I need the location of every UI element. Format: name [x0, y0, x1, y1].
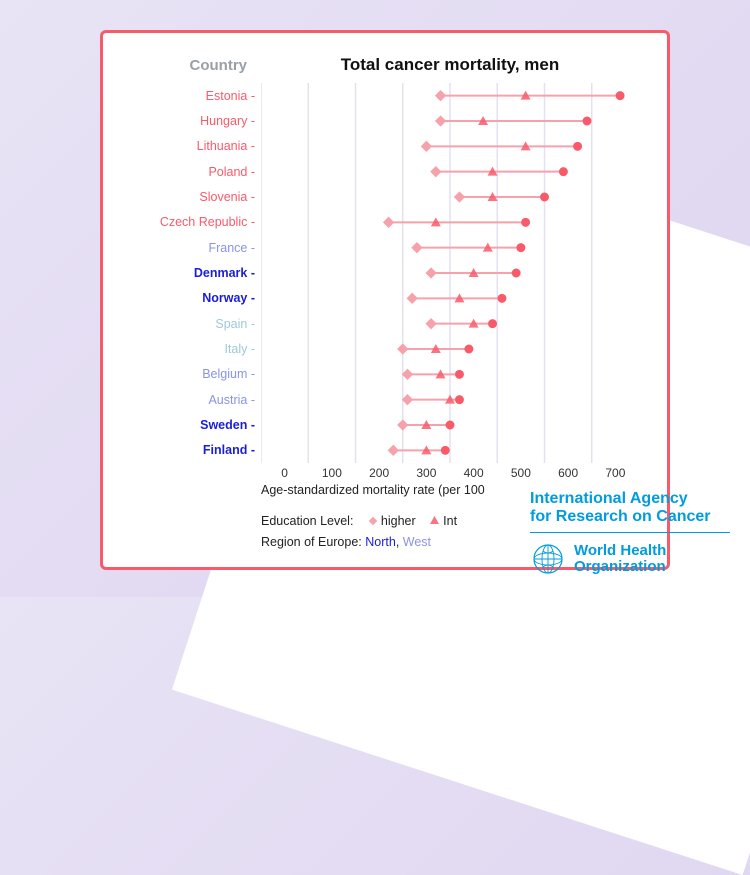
marker-higher: [435, 90, 446, 101]
marker-lower: [488, 319, 497, 328]
x-tick: 200: [356, 466, 403, 480]
marker-higher: [397, 343, 408, 354]
x-tick: 0: [261, 466, 308, 480]
x-tick-labels: 0100200300400500600700: [261, 466, 639, 480]
country-label: Belgium -: [131, 367, 255, 381]
country-label: Estonia -: [131, 89, 255, 103]
marker-higher: [430, 166, 441, 177]
x-tick: 100: [308, 466, 355, 480]
country-label: Finland -: [131, 443, 255, 457]
marker-higher: [402, 394, 413, 405]
chart-title: Total cancer mortality, men: [261, 55, 639, 75]
country-label: Denmark -: [131, 266, 255, 280]
x-tick: 400: [450, 466, 497, 480]
marker-higher: [397, 419, 408, 430]
marker-lower: [446, 421, 455, 430]
who-line1: World Health: [574, 542, 666, 559]
country-label: Spain -: [131, 317, 255, 331]
iarc-who-logo: International Agency for Research on Can…: [530, 490, 730, 577]
marker-lower: [583, 117, 592, 126]
country-label: Lithuania -: [131, 139, 255, 153]
marker-lower: [516, 243, 525, 252]
country-label: Slovenia -: [131, 190, 255, 204]
x-tick: 500: [497, 466, 544, 480]
country-label: Austria -: [131, 393, 255, 407]
plot: Estonia - Hungary - Lithuania - Poland - Slo…: [131, 83, 639, 463]
marker-lower: [573, 142, 582, 151]
country-label: Norway -: [131, 291, 255, 305]
x-tick: 700: [592, 466, 639, 480]
marker-higher: [407, 293, 418, 304]
marker-higher: [421, 141, 432, 152]
marker-lower: [441, 446, 450, 455]
marker-higher: [402, 369, 413, 380]
country-label: Italy -: [131, 342, 255, 356]
triangle-icon: [429, 512, 440, 532]
marker-lower: [521, 218, 530, 227]
marker-lower: [540, 193, 549, 202]
marker-higher: [411, 242, 422, 253]
y-tick-labels: Estonia - Hungary - Lithuania - Poland - Slo…: [131, 83, 261, 463]
marker-lower: [455, 370, 464, 379]
plot-area: [261, 83, 639, 463]
marker-higher: [425, 318, 436, 329]
country-label: Czech Republic -: [131, 215, 255, 229]
iarc-line1: International Agency: [530, 490, 688, 507]
marker-higher: [388, 445, 399, 456]
country-label: Hungary -: [131, 114, 255, 128]
marker-lower: [497, 294, 506, 303]
country-label: Poland -: [131, 165, 255, 179]
marker-lower: [464, 345, 473, 354]
marker-lower: [616, 91, 625, 100]
diamond-icon: [367, 512, 378, 532]
marker-lower: [512, 269, 521, 278]
x-tick: 600: [545, 466, 592, 480]
marker-higher: [454, 191, 465, 202]
marker-higher: [383, 217, 394, 228]
marker-higher: [425, 267, 436, 278]
y-axis-label: Country: [131, 57, 261, 74]
marker-higher: [435, 115, 446, 126]
country-label: Sweden -: [131, 418, 255, 432]
who-line2: Organization: [574, 558, 666, 575]
who-emblem-icon: [530, 541, 566, 577]
marker-lower: [455, 395, 464, 404]
iarc-line2: for Research on Cancer: [530, 508, 711, 525]
marker-lower: [559, 167, 568, 176]
country-label: France -: [131, 241, 255, 255]
chart-card: Country Total cancer mortality, men Esto…: [100, 30, 670, 570]
x-tick: 300: [403, 466, 450, 480]
